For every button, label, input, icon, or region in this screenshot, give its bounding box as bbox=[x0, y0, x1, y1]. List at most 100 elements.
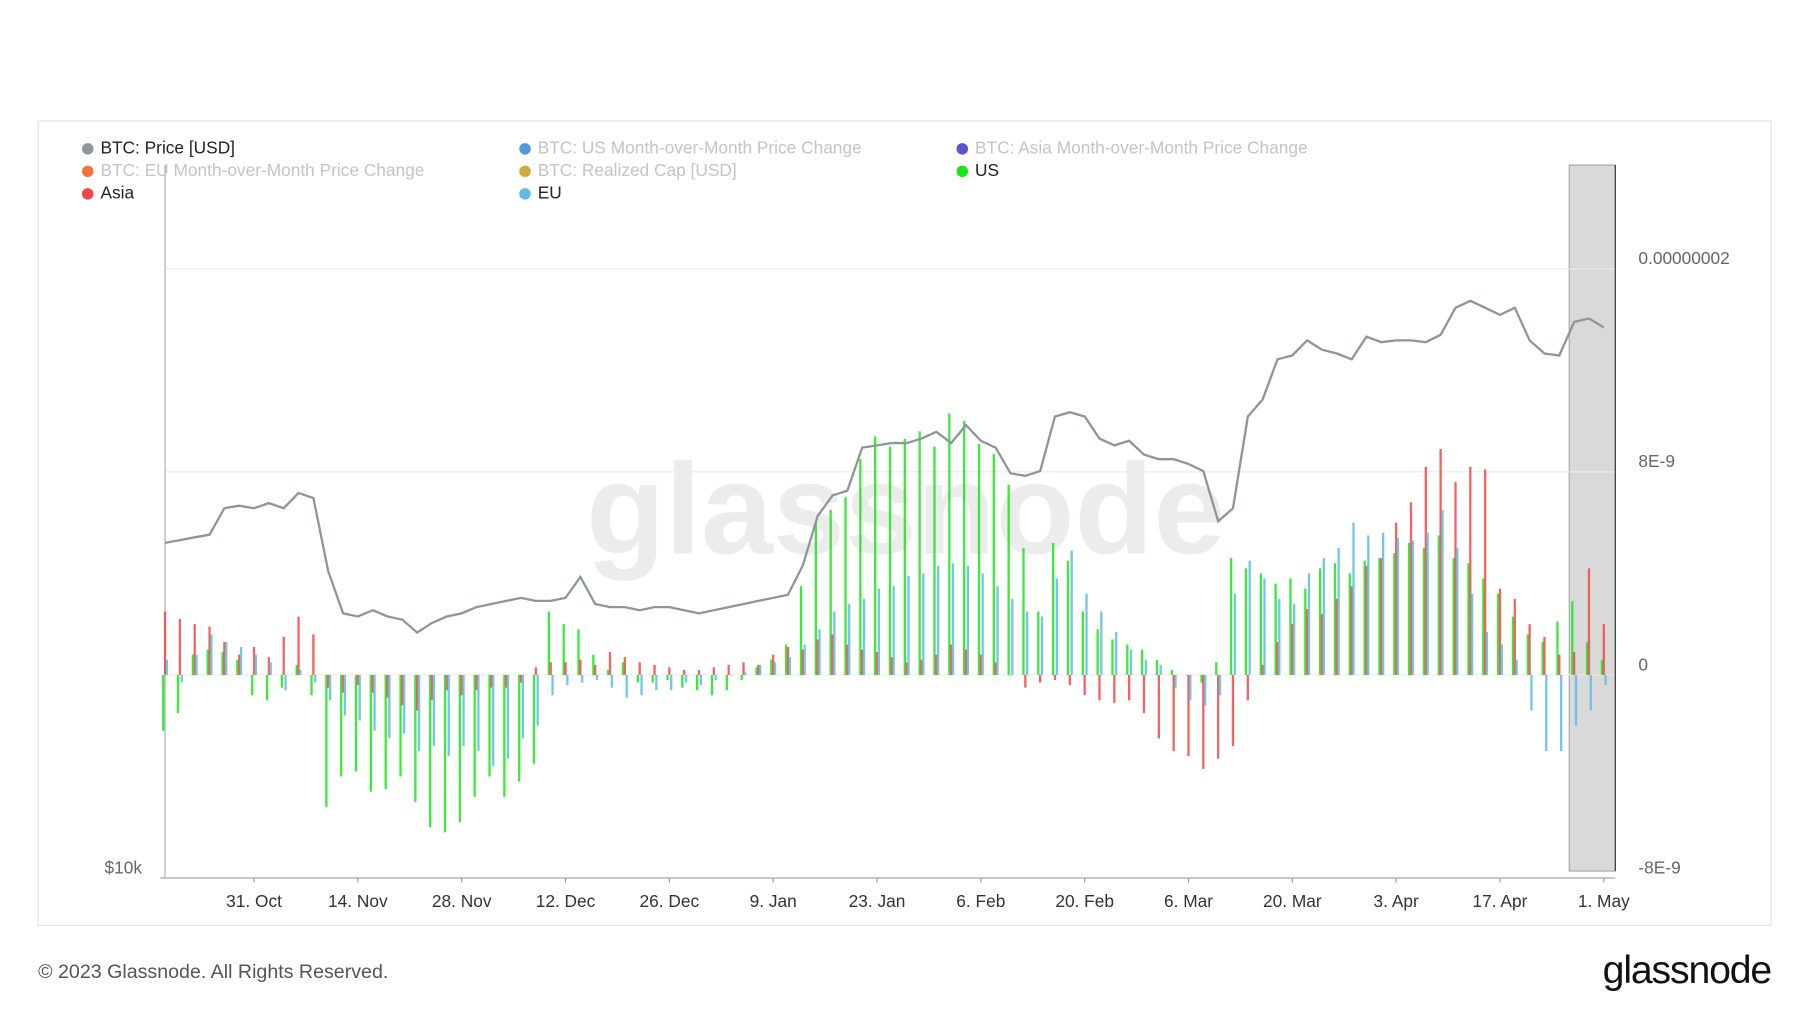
bar bbox=[1528, 624, 1531, 675]
bar bbox=[1111, 639, 1114, 675]
bar bbox=[403, 674, 406, 734]
bar bbox=[254, 654, 258, 675]
bar bbox=[848, 603, 851, 675]
bar bbox=[1274, 583, 1277, 675]
bar bbox=[683, 669, 686, 675]
bar bbox=[670, 674, 673, 691]
y-tick-label: $10k bbox=[104, 857, 142, 877]
bar bbox=[1128, 674, 1131, 701]
bar bbox=[996, 586, 999, 675]
legend-swatch bbox=[519, 143, 531, 155]
bar bbox=[388, 674, 391, 739]
legend-swatch bbox=[956, 165, 969, 178]
bar bbox=[922, 573, 925, 675]
bar bbox=[803, 644, 806, 675]
bar bbox=[1556, 621, 1559, 675]
bar bbox=[846, 644, 849, 675]
bar bbox=[1393, 553, 1396, 675]
x-tick-label: 6. Feb bbox=[956, 891, 1005, 911]
bar bbox=[1320, 614, 1324, 675]
bar bbox=[1467, 563, 1470, 675]
bar bbox=[1530, 674, 1533, 711]
legend-label: Asia bbox=[100, 182, 134, 202]
bar bbox=[1454, 482, 1457, 675]
bar bbox=[460, 674, 463, 696]
bar bbox=[477, 674, 480, 752]
bar bbox=[920, 659, 923, 675]
legend-item[interactable]: BTC: EU Month-over-Month Price Change bbox=[81, 160, 424, 180]
bar bbox=[888, 446, 892, 675]
bar bbox=[1559, 674, 1563, 752]
footer: © 2023 Glassnode. All Rights Reserved. bbox=[38, 961, 388, 983]
bar bbox=[859, 459, 862, 675]
bar bbox=[373, 674, 376, 731]
legend-label: BTC: Realized Cap [USD] bbox=[538, 160, 737, 180]
y2-tick-label: 0.00000002 bbox=[1638, 248, 1729, 268]
bar bbox=[221, 652, 224, 675]
x-tick-label: 20. Feb bbox=[1055, 891, 1114, 911]
bar bbox=[1009, 674, 1012, 676]
bar bbox=[655, 674, 658, 691]
bar bbox=[1307, 573, 1311, 675]
bar bbox=[432, 674, 436, 747]
bar bbox=[1407, 542, 1411, 675]
bar bbox=[757, 664, 760, 675]
bar bbox=[729, 674, 732, 676]
logo: glassnode bbox=[1603, 948, 1772, 992]
bar bbox=[1218, 674, 1222, 696]
bar bbox=[1174, 674, 1177, 688]
legend-item[interactable]: US bbox=[956, 160, 999, 180]
bar bbox=[963, 421, 966, 675]
bar bbox=[417, 674, 421, 752]
bar bbox=[354, 674, 358, 772]
bar bbox=[399, 674, 402, 777]
bar bbox=[284, 674, 287, 691]
y2-tick-label: -8E-9 bbox=[1638, 857, 1680, 877]
bar bbox=[1469, 466, 1472, 675]
bar bbox=[788, 657, 792, 675]
legend-item[interactable]: BTC: Realized Cap [USD] bbox=[519, 160, 737, 180]
bar bbox=[1365, 565, 1368, 675]
bar bbox=[727, 664, 730, 675]
bar bbox=[343, 674, 347, 716]
bar bbox=[401, 674, 404, 706]
legend-swatch bbox=[519, 188, 531, 200]
legend-label: EU bbox=[538, 182, 562, 202]
bar bbox=[1380, 558, 1383, 675]
bar bbox=[742, 662, 745, 675]
bar bbox=[799, 586, 803, 675]
bar bbox=[1278, 598, 1281, 675]
legend-item[interactable]: BTC: Asia Month-over-Month Price Change bbox=[956, 137, 1308, 157]
bar bbox=[195, 654, 198, 675]
bar bbox=[892, 586, 895, 675]
bar bbox=[1411, 540, 1414, 675]
x-tick-label: 3. Apr bbox=[1374, 891, 1419, 911]
bar bbox=[636, 674, 639, 683]
bar bbox=[447, 674, 450, 757]
bar bbox=[1482, 578, 1485, 675]
bar bbox=[1189, 674, 1192, 701]
legend-item[interactable]: BTC: Price [USD] bbox=[81, 137, 235, 157]
bar bbox=[1200, 674, 1203, 683]
legend-item[interactable]: BTC: US Month-over-Month Price Change bbox=[519, 137, 862, 157]
bar bbox=[1142, 674, 1146, 714]
bar bbox=[238, 654, 241, 675]
bar bbox=[1456, 548, 1459, 675]
x-tick-label: 28. Nov bbox=[432, 891, 492, 911]
bar bbox=[458, 674, 462, 823]
bar bbox=[310, 674, 313, 696]
bar bbox=[621, 662, 625, 675]
bar bbox=[536, 674, 539, 726]
bar bbox=[1007, 484, 1010, 675]
bar bbox=[566, 674, 569, 686]
bar bbox=[1229, 558, 1233, 675]
bar bbox=[1202, 674, 1205, 769]
bar bbox=[225, 641, 228, 675]
legend-item[interactable]: EU bbox=[519, 182, 562, 202]
legend-item[interactable]: Asia bbox=[81, 182, 134, 202]
bar bbox=[386, 674, 389, 698]
bar bbox=[1291, 624, 1294, 675]
bar bbox=[1378, 558, 1381, 675]
bar bbox=[1571, 601, 1574, 675]
